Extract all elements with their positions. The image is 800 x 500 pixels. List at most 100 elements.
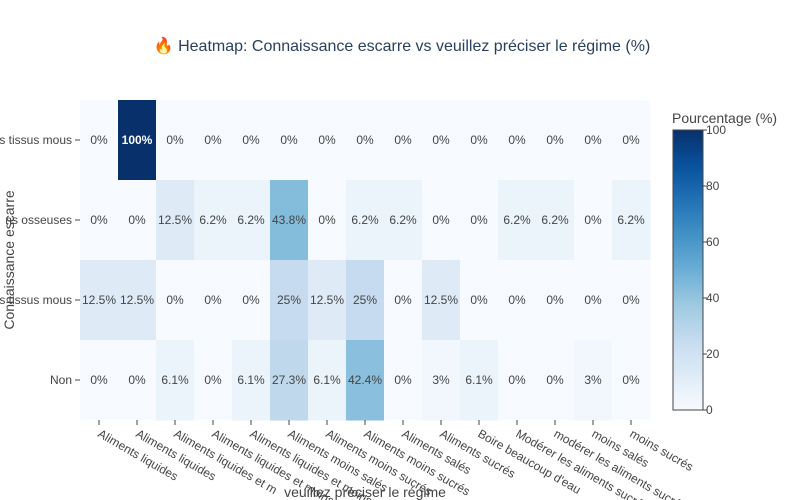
- heatmap-cell: [384, 260, 423, 341]
- cell-value-label: 100%: [122, 133, 153, 147]
- cell-value-label: 0%: [622, 373, 640, 387]
- colorbar-tick-label: 80: [706, 179, 720, 193]
- heatmap-cell: [460, 260, 499, 341]
- heatmap-cell: [536, 100, 575, 181]
- heatmap-cell: [118, 260, 157, 341]
- y-tick-label: s tissus mous: [0, 293, 72, 307]
- cell-value-label: 6.1%: [237, 373, 265, 387]
- heatmap-cell: [156, 180, 195, 261]
- cell-value-label: 27.3%: [272, 373, 306, 387]
- heatmap-cell: [80, 340, 119, 421]
- cell-value-label: 0%: [584, 213, 602, 227]
- colorbar: Pourcentage (%) 0 20 40 60 80 100: [672, 110, 777, 417]
- cell-value-label: 0%: [128, 213, 146, 227]
- y-tick-label: ns osseuses: [5, 213, 72, 227]
- cell-value-label: 6.2%: [503, 213, 531, 227]
- cell-value-label: 42.4%: [348, 373, 382, 387]
- cell-value-label: 25%: [353, 293, 377, 307]
- cell-value-label: 0%: [128, 373, 146, 387]
- cell-value-label: 0%: [280, 133, 298, 147]
- heatmap-cell: [384, 180, 423, 261]
- heatmap-cell: [536, 340, 575, 421]
- cell-value-label: 0%: [204, 293, 222, 307]
- cell-value-label: 43.8%: [272, 213, 306, 227]
- colorbar-tick-label: 100: [706, 123, 726, 137]
- heatmap-cell: [574, 100, 613, 181]
- heatmap-cell: [384, 100, 423, 181]
- colorbar-ticks: 0 20 40 60 80 100: [703, 123, 726, 417]
- heatmap-cell: [194, 260, 233, 341]
- cell-value-label: 0%: [90, 373, 108, 387]
- cell-value-label: 6.1%: [465, 373, 493, 387]
- x-axis-title: veuillez préciser le régime: [284, 484, 446, 500]
- cell-value-label: 0%: [204, 133, 222, 147]
- heatmap-cell: [118, 100, 157, 181]
- heatmap-cell: [498, 100, 537, 181]
- cell-value-label: 0%: [356, 133, 374, 147]
- colorbar-tick-label: 40: [706, 291, 720, 305]
- heatmap-cell: [460, 180, 499, 261]
- heatmap-cell: [232, 260, 271, 341]
- colorbar-tick-label: 0: [706, 403, 713, 417]
- cell-value-label: 0%: [622, 133, 640, 147]
- cell-value-label: 0%: [546, 373, 564, 387]
- cell-value-label: 0%: [90, 213, 108, 227]
- heatmap-cell: [422, 100, 461, 181]
- cell-value-label: 0%: [166, 133, 184, 147]
- cell-value-label: 0%: [508, 293, 526, 307]
- heatmap-cell: [498, 260, 537, 341]
- heatmap-cell: [232, 180, 271, 261]
- heatmap-cell: [308, 340, 347, 421]
- cell-value-label: 0%: [470, 133, 488, 147]
- cell-value-label: 6.2%: [237, 213, 265, 227]
- heatmap-cell: [80, 260, 119, 341]
- cell-value-label: 3%: [432, 373, 450, 387]
- heatmap-cell: [536, 260, 575, 341]
- heatmap-cell: [346, 340, 385, 421]
- y-tick-label: Non: [50, 373, 72, 387]
- chart-title: 🔥 Heatmap: Connaissance escarre vs veuil…: [154, 36, 651, 55]
- cell-value-label: 0%: [318, 213, 336, 227]
- cell-value-label: 0%: [622, 293, 640, 307]
- cell-value-label: 0%: [90, 133, 108, 147]
- cell-value-label: 0%: [432, 133, 450, 147]
- heatmap-cell: [460, 100, 499, 181]
- colorbar-title: Pourcentage (%): [672, 110, 777, 126]
- cell-value-label: 12.5%: [310, 293, 344, 307]
- cell-value-label: 6.2%: [351, 213, 379, 227]
- cell-value-label: 0%: [166, 293, 184, 307]
- cell-value-label: 0%: [394, 293, 412, 307]
- cell-value-label: 0%: [546, 133, 564, 147]
- cell-value-label: 12.5%: [424, 293, 458, 307]
- cell-value-label: 25%: [277, 293, 301, 307]
- heatmap-cells: [80, 100, 651, 421]
- heatmap-cell: [536, 180, 575, 261]
- cell-value-label: 6.1%: [161, 373, 189, 387]
- heatmap-cell: [118, 180, 157, 261]
- heatmap-cell: [384, 340, 423, 421]
- heatmap-cell: [270, 100, 309, 181]
- colorbar-gradient: [672, 129, 704, 411]
- cell-value-label: 0%: [318, 133, 336, 147]
- heatmap-cell: [422, 340, 461, 421]
- y-axis: s tissus mous ns osseuses s tissus mous Non: [0, 133, 80, 387]
- heatmap-cell: [80, 100, 119, 181]
- heatmap-cell: [460, 340, 499, 421]
- cell-value-label: 6.2%: [617, 213, 645, 227]
- heatmap-cell: [612, 100, 651, 181]
- cell-value-label: 0%: [242, 293, 260, 307]
- heatmap-cell: [422, 180, 461, 261]
- heatmap-cell: [156, 260, 195, 341]
- heatmap-cell: [308, 260, 347, 341]
- cell-value-label: 0%: [508, 373, 526, 387]
- heatmap-cell: [232, 100, 271, 181]
- heatmap-cell: [118, 340, 157, 421]
- cell-value-label: 12.5%: [82, 293, 116, 307]
- cell-value-label: 0%: [508, 133, 526, 147]
- cell-value-label: 0%: [546, 293, 564, 307]
- heatmap-cell: [498, 180, 537, 261]
- heatmap-cell: [194, 180, 233, 261]
- heatmap-cell: [574, 260, 613, 341]
- heatmap-cell: [422, 260, 461, 341]
- heatmap-cell: [498, 340, 537, 421]
